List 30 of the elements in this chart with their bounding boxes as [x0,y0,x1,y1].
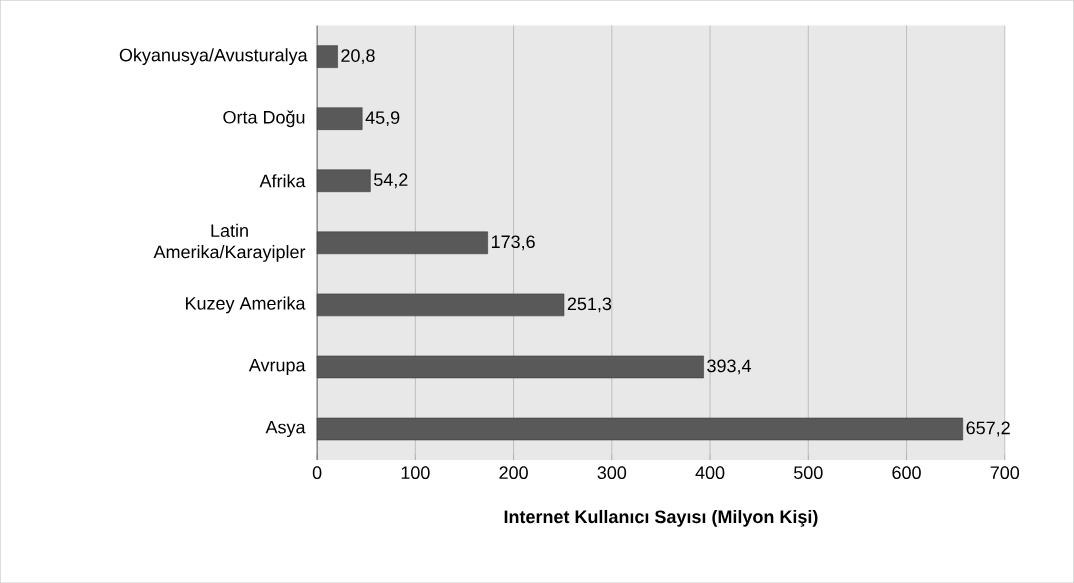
x-tick-label: 100 [401,466,430,479]
x-tick-label: 300 [597,466,627,479]
x-tick-label: 600 [892,466,921,479]
data-label: 20,8 [341,49,375,64]
x-tick-label: 200 [499,466,528,479]
x-axis-title: Internet Kullanıcı Sayısı (Milyon Kişi) [504,509,818,527]
x-tick-label: 700 [990,466,1020,479]
bar [316,293,565,317]
data-label: 251,3 [567,297,612,313]
bar [316,417,963,441]
bar [316,107,363,130]
y-tick-label: Latin Amerika/Karayipler [153,223,306,262]
x-tick-label: 400 [695,466,725,479]
x-tick-label: 0 [312,466,322,479]
x-tick-label: 500 [794,466,823,479]
bar [316,45,338,68]
data-label: 393,4 [707,359,752,375]
y-tick-label: Orta Doğu [223,110,305,128]
data-label: 173,6 [491,235,535,251]
bar [316,355,704,379]
y-tick-label: Afrika [259,174,306,188]
bar [316,231,488,254]
y-tick-label: Okyanusya/Avusturalya [119,48,308,65]
y-tick-label: Avrupa [248,358,306,375]
data-label: 45,9 [365,111,400,126]
data-label: 54,2 [374,173,408,189]
y-tick-label: Kuzey Amerika [186,296,306,314]
y-tick-label: Asya [265,420,306,437]
data-label: 657,2 [966,421,1010,437]
bar [316,169,371,192]
